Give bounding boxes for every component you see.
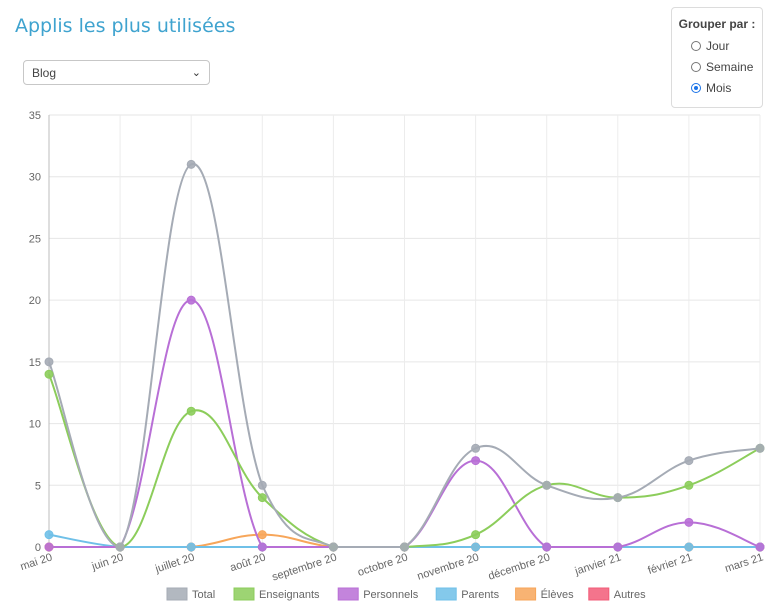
legend-label: Personnels	[363, 589, 419, 601]
data-point	[44, 357, 54, 367]
app-select[interactable]: Blog ⌄	[23, 60, 210, 85]
data-point	[755, 443, 765, 453]
data-point	[186, 406, 196, 416]
data-point	[684, 542, 694, 552]
y-tick-label: 25	[29, 233, 41, 245]
data-point	[542, 542, 552, 552]
data-point	[257, 530, 267, 540]
legend-swatch	[435, 587, 457, 601]
data-point	[186, 295, 196, 305]
data-point	[186, 159, 196, 169]
data-point	[400, 542, 409, 552]
data-point	[471, 530, 481, 540]
app-select-value: Blog	[32, 65, 57, 80]
y-tick-label: 0	[35, 542, 41, 554]
data-point	[257, 493, 267, 503]
x-tick-label: août 20	[229, 551, 268, 574]
data-point	[257, 480, 267, 490]
legend-swatch	[588, 587, 610, 601]
data-point	[542, 480, 552, 490]
legend-swatch	[515, 587, 537, 601]
legend-swatch	[337, 587, 359, 601]
group-by-option-mois[interactable]: Mois	[672, 77, 762, 98]
legend-swatch	[233, 587, 255, 601]
data-point	[44, 530, 54, 540]
data-point	[471, 443, 481, 453]
group-by-option-semaine[interactable]: Semaine	[672, 56, 762, 77]
y-tick-label: 35	[29, 110, 41, 122]
y-tick-label: 5	[35, 480, 41, 492]
y-tick-label: 10	[29, 419, 41, 431]
data-point	[471, 542, 481, 552]
x-tick-label: décembre 20	[487, 551, 552, 582]
radio-jour[interactable]	[691, 40, 701, 51]
x-tick-label: juillet 20	[153, 551, 196, 575]
group-by-option-jour[interactable]: Jour	[672, 35, 762, 56]
group-by-panel: Grouper par : Jour Semaine Mois	[671, 7, 763, 108]
legend-label: Élèves	[541, 588, 575, 601]
data-point	[684, 456, 694, 466]
data-point	[257, 542, 267, 552]
data-point	[115, 542, 125, 552]
data-point	[613, 493, 623, 503]
radio-semaine[interactable]	[691, 61, 701, 72]
data-point	[44, 369, 54, 379]
legend-label: Parents	[461, 589, 499, 601]
y-tick-label: 30	[29, 172, 41, 184]
page-title: Applis les plus utilisées	[15, 15, 236, 37]
chevron-down-icon: ⌄	[191, 67, 201, 79]
radio-label-mois: Mois	[706, 80, 732, 95]
radio-label-semaine: Semaine	[706, 59, 754, 74]
x-tick-label: octobre 20	[356, 551, 409, 578]
radio-mois[interactable]	[691, 82, 701, 93]
x-tick-label: mai 20	[19, 551, 54, 573]
x-tick-label: février 21	[647, 551, 694, 577]
data-point	[44, 542, 54, 552]
x-tick-label: mars 21	[723, 551, 765, 575]
group-by-title: Grouper par :	[678, 17, 756, 31]
legend-label: Enseignants	[259, 589, 320, 601]
legend-label: Autres	[614, 589, 646, 601]
y-tick-label: 15	[29, 357, 41, 369]
data-point	[613, 542, 623, 552]
radio-label-jour: Jour	[706, 38, 730, 53]
data-point	[684, 480, 694, 490]
legend-swatch	[166, 587, 188, 601]
legend-label: Total	[192, 589, 215, 601]
data-point	[471, 456, 481, 466]
x-tick-label: novembre 20	[416, 551, 481, 582]
x-tick-label: septembre 20	[271, 551, 339, 583]
data-point	[186, 542, 196, 552]
x-tick-label: juin 20	[90, 551, 125, 573]
data-point	[328, 542, 338, 552]
y-tick-label: 20	[29, 295, 41, 307]
data-point	[684, 517, 694, 527]
data-point	[755, 542, 765, 552]
x-tick-label: janvier 21	[573, 551, 623, 577]
